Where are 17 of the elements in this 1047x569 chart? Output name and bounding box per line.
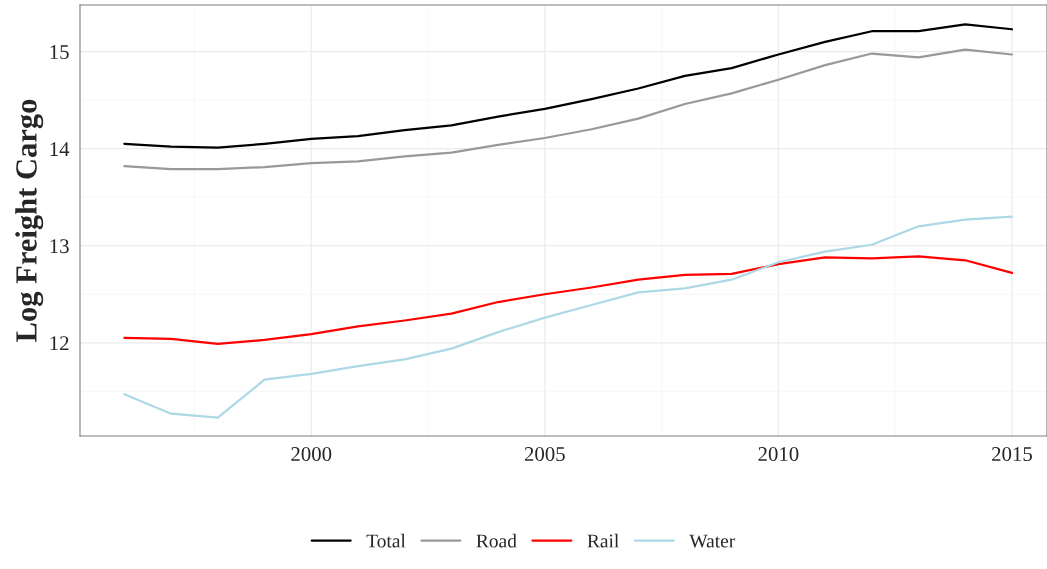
x-tick-label: 2015: [992, 447, 1032, 462]
y-tick-label: 12: [50, 336, 69, 351]
y-tick-label: 13: [50, 239, 69, 254]
x-tick-label: 2005: [524, 447, 565, 462]
y-axis-title: Log Freight Cargo: [15, 99, 44, 342]
line-series: [123, 23, 1014, 149]
y-tick-label: 15: [50, 45, 69, 60]
legend-label: Rail: [587, 533, 619, 548]
legend-label: Water: [689, 534, 736, 548]
y-tick-label: 14: [50, 142, 70, 156]
x-tick-label: 2010: [758, 447, 799, 462]
line-series: [123, 215, 1014, 419]
legend-label: Road: [476, 533, 517, 548]
legend-label: Total: [366, 533, 406, 548]
line-series: [123, 255, 1014, 345]
line-series: [123, 48, 1014, 171]
x-tick-label: 2000: [291, 447, 332, 462]
